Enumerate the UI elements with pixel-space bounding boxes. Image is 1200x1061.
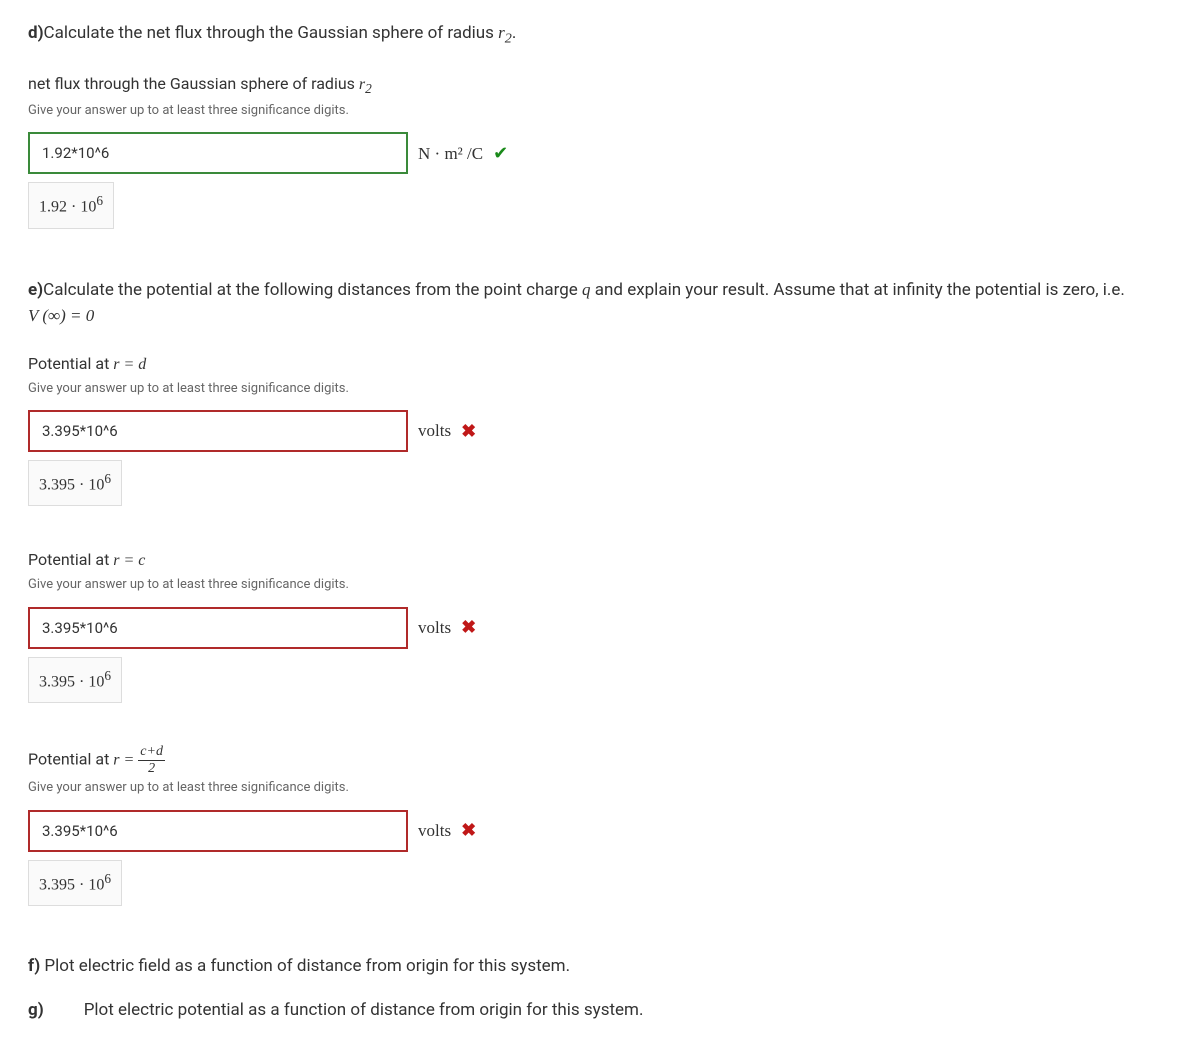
question-e-text-after: and explain your result. Assume that at … xyxy=(591,280,1125,300)
check-icon: ✔ xyxy=(493,140,508,167)
frac-den: 2 xyxy=(138,761,165,776)
unit-e1: volts xyxy=(418,615,451,641)
answer-row-e0: volts ✖ xyxy=(28,410,1172,452)
hint-e1: Give your answer up to at least three si… xyxy=(28,575,1172,595)
question-g-header: g) Plot electric potential as a function … xyxy=(28,998,1172,1024)
formatted-d-base: 1.92 · 10 xyxy=(39,199,96,216)
answer-row-d: N · m² /C ✔ xyxy=(28,132,1172,174)
cross-icon: ✖ xyxy=(461,817,476,844)
subq-d-sub: 2 xyxy=(365,81,372,96)
formatted-e0-exp: 6 xyxy=(104,471,111,486)
subq-e1-label: Potential at r = c xyxy=(28,548,1172,573)
formatted-e2-exp: 6 xyxy=(104,871,111,886)
unit-e2: volts xyxy=(418,818,451,844)
subq-e2-prefix: Potential at xyxy=(28,750,113,769)
formatted-e1: 3.395 · 106 xyxy=(28,657,122,703)
answer-input-e1[interactable] xyxy=(28,607,408,649)
question-g-text: Plot electric potential as a function of… xyxy=(84,1000,644,1020)
formatted-e1-exp: 6 xyxy=(104,668,111,683)
subq-e2-mathpre: r = xyxy=(113,752,138,769)
question-d-suffix: . xyxy=(512,23,516,43)
question-d-sub: 2 xyxy=(505,30,512,46)
hint-e0: Give your answer up to at least three si… xyxy=(28,379,1172,399)
subq-e2-frac: c+d2 xyxy=(138,745,165,776)
subq-e2-label: Potential at r = c+d2 xyxy=(28,745,1172,776)
answer-row-e2: volts ✖ xyxy=(28,810,1172,852)
subq-e0-math: r = d xyxy=(113,356,146,373)
part-letter-d: d) xyxy=(28,23,44,43)
subq-e1-prefix: Potential at xyxy=(28,550,113,569)
answer-input-e0[interactable] xyxy=(28,410,408,452)
answer-input-d[interactable] xyxy=(28,132,408,174)
formatted-e2: 3.395 · 106 xyxy=(28,860,122,906)
subq-d-label: net flux through the Gaussian sphere of … xyxy=(28,72,1172,99)
unit-d: N · m² /C xyxy=(418,141,483,167)
hint-e2: Give your answer up to at least three si… xyxy=(28,778,1172,798)
formatted-e2-base: 3.395 · 10 xyxy=(39,876,104,893)
cross-icon: ✖ xyxy=(461,614,476,641)
part-letter-f: f) xyxy=(28,956,40,976)
question-f-header: f) Plot electric field as a function of … xyxy=(28,954,1172,980)
subq-e0-label: Potential at r = d xyxy=(28,352,1172,377)
question-e-eq: V (∞) = 0 xyxy=(28,306,94,325)
question-d-header: d)Calculate the net flux through the Gau… xyxy=(28,20,1172,50)
cross-icon: ✖ xyxy=(461,418,476,445)
question-f-text: Plot electric field as a function of dis… xyxy=(40,956,570,976)
unit-e0: volts xyxy=(418,418,451,444)
answer-input-e2[interactable] xyxy=(28,810,408,852)
formatted-e0: 3.395 · 106 xyxy=(28,460,122,506)
part-letter-g: g) xyxy=(28,1000,44,1020)
part-letter-e: e) xyxy=(28,280,43,300)
hint-d: Give your answer up to at least three si… xyxy=(28,101,1172,121)
formatted-e1-base: 3.395 · 10 xyxy=(39,673,104,690)
question-e-text: Calculate the potential at the following… xyxy=(43,280,582,300)
question-d-var: r xyxy=(498,23,505,42)
question-d-text: Calculate the net flux through the Gauss… xyxy=(44,23,499,43)
subq-e0-prefix: Potential at xyxy=(28,354,113,373)
subq-e1-math: r = c xyxy=(113,552,145,569)
formatted-d-exp: 6 xyxy=(96,193,103,208)
formatted-d: 1.92 · 106 xyxy=(28,182,114,228)
question-e-var: q xyxy=(582,280,591,299)
answer-row-e1: volts ✖ xyxy=(28,607,1172,649)
formatted-e0-base: 3.395 · 10 xyxy=(39,476,104,493)
subq-d-label-text: net flux through the Gaussian sphere of … xyxy=(28,74,359,93)
question-e-header: e)Calculate the potential at the followi… xyxy=(28,277,1172,330)
frac-num: c+d xyxy=(138,745,165,761)
